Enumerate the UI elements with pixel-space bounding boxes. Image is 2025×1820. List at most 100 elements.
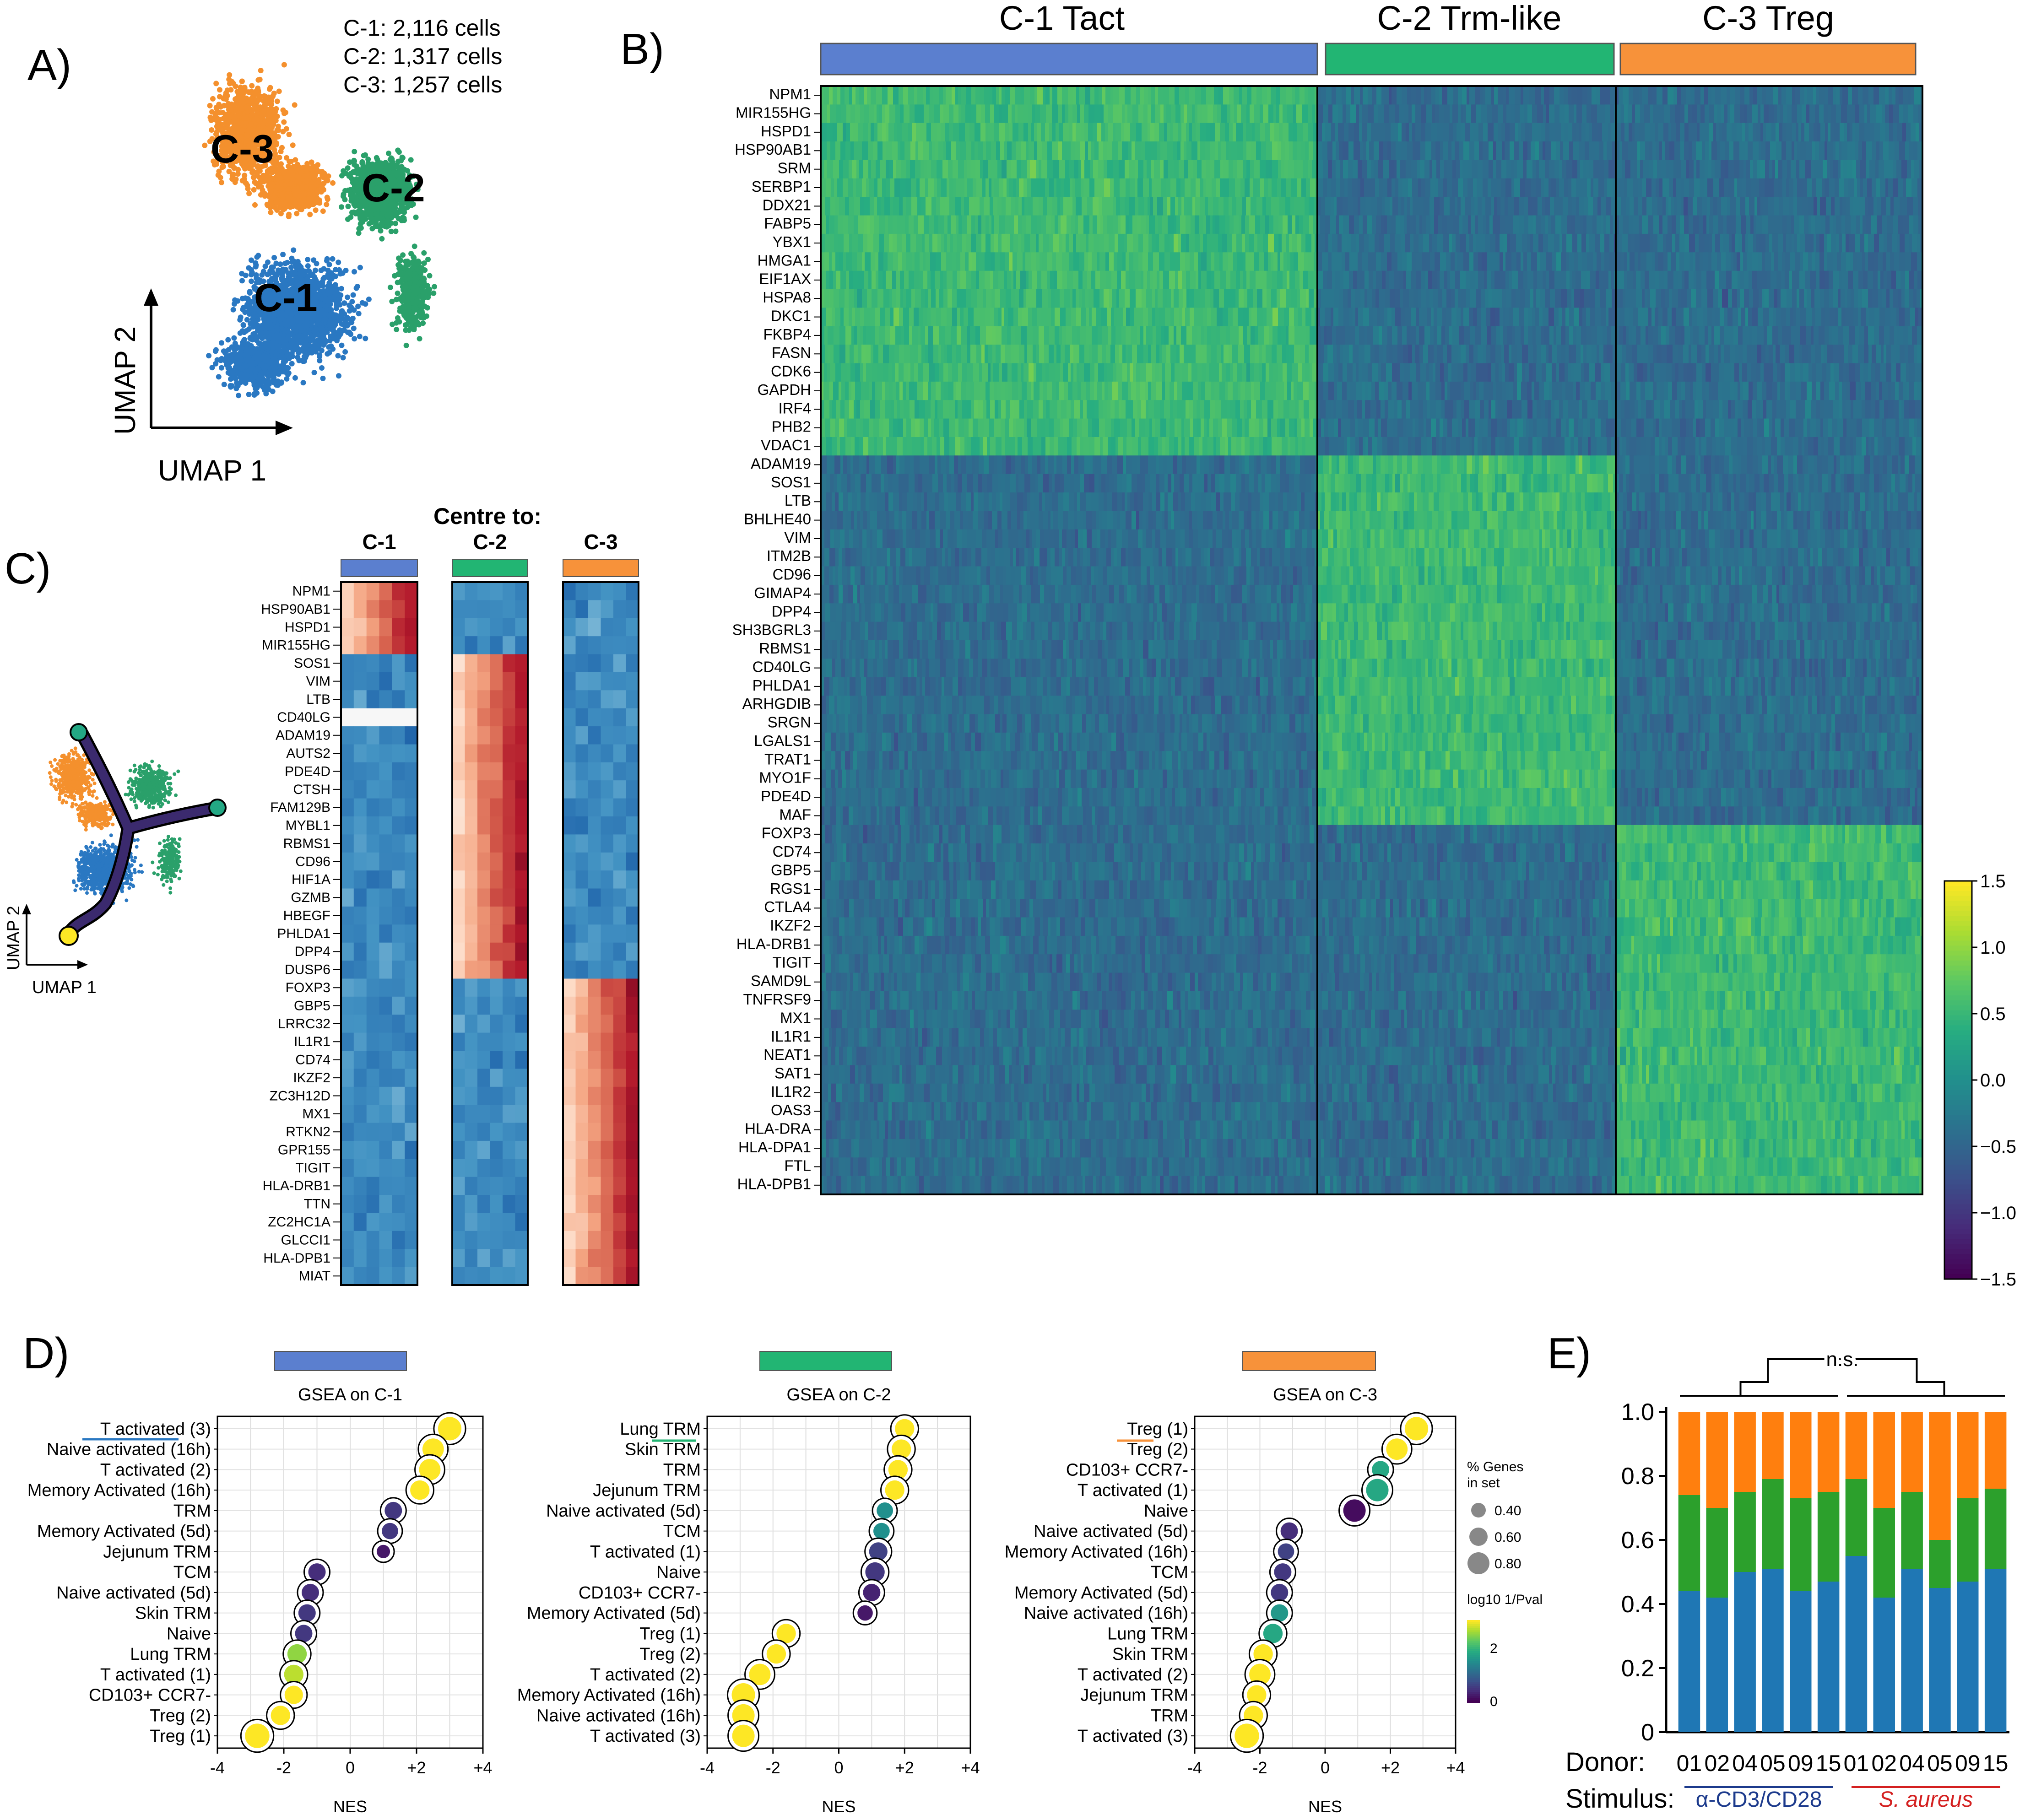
heatmap-cell — [1125, 86, 1131, 105]
umap-point-c1 — [251, 392, 257, 398]
umap-point-c3 — [243, 120, 249, 126]
heatmap-header-c1: C-1 Tact — [999, 0, 1125, 37]
umap-point-c3 — [292, 157, 298, 163]
umap-point-c3 — [283, 109, 288, 115]
umap-point-c1 — [247, 289, 253, 295]
umap-point-c1 — [277, 261, 283, 267]
umap-point-c3 — [290, 142, 296, 148]
heatmap-cell — [1050, 86, 1052, 105]
umap-point-c3 — [252, 202, 258, 208]
umap-point-c2 — [406, 319, 412, 324]
heatmap-cell — [958, 86, 961, 105]
umap-point-c1 — [311, 257, 317, 263]
umap-point-c1 — [264, 334, 270, 340]
heatmap-cell — [840, 86, 845, 105]
umap-point-c1 — [244, 352, 250, 358]
umap-point-c1 — [352, 269, 357, 275]
umap-point-c1 — [353, 285, 359, 291]
umap-point-c3 — [217, 94, 222, 100]
umap-point-c1 — [237, 317, 243, 323]
heatmap-cell — [845, 86, 849, 105]
umap-point-c3 — [233, 101, 239, 107]
umap-point-c3 — [276, 88, 282, 94]
heatmap-cell — [1195, 86, 1201, 105]
heatmap-cell — [1144, 86, 1148, 105]
heatmap-cell — [1085, 86, 1090, 105]
umap-point-c1 — [281, 344, 287, 350]
umap-point-c2 — [427, 273, 433, 279]
heatmap-cell — [971, 86, 975, 105]
umap-point-c3 — [219, 179, 224, 185]
heatmap-cell — [852, 86, 855, 105]
umap-point-c1 — [240, 322, 246, 328]
umap-point-c1 — [338, 292, 344, 298]
heatmap-cell — [876, 86, 882, 105]
umap-point-c3 — [265, 98, 271, 104]
umap-point-c3 — [213, 81, 219, 86]
heatmap-cell — [989, 86, 992, 105]
umap-point-c2 — [431, 290, 437, 296]
umap-point-c3 — [281, 62, 287, 68]
heatmap-cell — [1068, 86, 1073, 105]
umap-point-c1 — [261, 378, 267, 383]
umap-point-c1 — [318, 267, 324, 273]
umap-point-c2 — [421, 260, 427, 266]
umap-point-c1 — [314, 321, 320, 327]
umap-point-c1 — [237, 330, 243, 336]
heatmap-cell — [1214, 86, 1218, 105]
umap-point-c3 — [308, 184, 314, 190]
umap-point-c1 — [232, 301, 237, 307]
heatmap-cell — [1037, 86, 1043, 105]
umap-point-c1 — [255, 382, 261, 388]
umap-point-c3 — [296, 165, 302, 171]
umap-point-c1 — [292, 375, 298, 381]
umap-point-c1 — [305, 263, 311, 269]
umap-point-c3 — [256, 181, 262, 187]
umap-point-c1 — [324, 256, 330, 262]
umap-point-c3 — [220, 110, 226, 116]
umap-point-c1 — [300, 380, 306, 386]
umap-point-c1 — [241, 337, 247, 343]
umap-point-c1 — [224, 354, 230, 360]
umap-point-c3 — [306, 200, 312, 205]
umap-point-c1 — [339, 328, 345, 334]
umap-point-c3 — [258, 175, 264, 181]
heatmap-cell — [1099, 86, 1102, 105]
umap-point-c1 — [303, 347, 309, 353]
heatmap-cell — [923, 86, 926, 105]
heatmap-cell — [1005, 86, 1010, 105]
umap-point-c1 — [319, 347, 325, 353]
umap-point-c3 — [308, 166, 314, 172]
umap-point-c2 — [387, 285, 393, 290]
heatmap-b — [820, 85, 1923, 1195]
umap-point-c2 — [339, 204, 344, 210]
umap-point-c3 — [313, 207, 319, 213]
umap-point-c1 — [330, 286, 336, 292]
umap-point-c3 — [278, 149, 284, 155]
umap-point-c1 — [289, 255, 295, 261]
heatmap-cell — [996, 86, 999, 105]
umap-point-c1 — [243, 272, 249, 278]
umap-point-c1 — [254, 337, 260, 343]
umap-point-c1 — [255, 323, 261, 329]
umap-point-c2 — [397, 305, 403, 311]
umap-point-c2 — [417, 336, 422, 342]
umap-point-c1 — [347, 329, 352, 335]
heatmap-cell — [864, 86, 867, 105]
umap-point-c3 — [292, 192, 298, 198]
umap-point-c1 — [271, 380, 277, 386]
umap-point-c1 — [357, 265, 363, 270]
umap-point-c1 — [336, 259, 341, 265]
umap-point-c1 — [313, 267, 318, 273]
umap-point-c3 — [320, 208, 326, 214]
umap-point-c1 — [212, 348, 218, 354]
umap-point-c2 — [413, 214, 419, 220]
umap-point-c3 — [285, 186, 291, 192]
umap-point-c2 — [353, 184, 359, 189]
umap-point-c1 — [271, 255, 277, 260]
umap-point-c3 — [265, 113, 271, 119]
umap-xlabel-a: UMAP 1 — [158, 454, 266, 487]
umap-point-c2 — [421, 250, 427, 256]
umap-point-c2 — [386, 151, 391, 157]
umap-point-c3 — [235, 171, 241, 177]
